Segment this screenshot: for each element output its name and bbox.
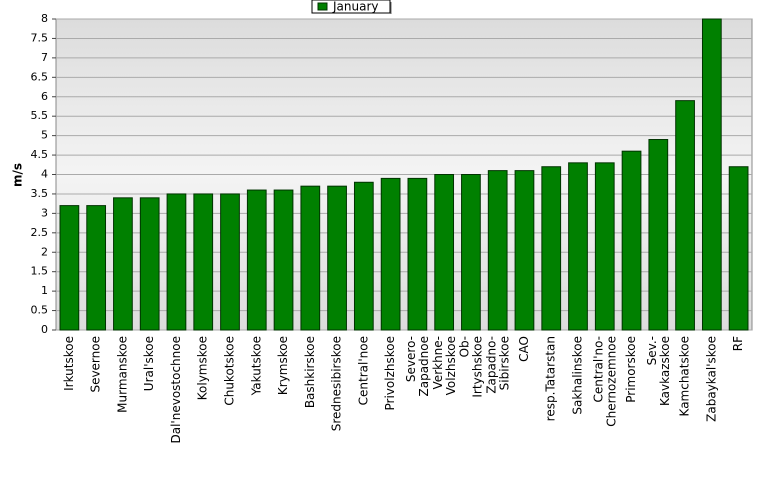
x-tick-label: Dal'nevostochnoe <box>169 336 183 444</box>
bar <box>166 193 187 331</box>
x-tick-label: Murmanskoe <box>115 336 129 413</box>
x-tick-label: Ob-Irtyshskoe <box>458 336 485 398</box>
x-tick-label: Zapadno-Sibirskoe <box>484 336 511 394</box>
bar <box>193 193 214 331</box>
y-tick-label: 4.5 <box>31 148 49 161</box>
x-tick-label: Severnoe <box>89 336 103 393</box>
y-tick-label: 0 <box>41 323 48 336</box>
bar <box>59 205 80 331</box>
bar <box>246 189 267 331</box>
x-tick-label: CAO <box>517 336 531 362</box>
bar <box>487 170 508 331</box>
y-tick-label: 0.5 <box>31 304 49 317</box>
bar <box>514 170 535 331</box>
bar <box>541 166 562 331</box>
y-tick-label: 8 <box>41 12 48 25</box>
x-tick-label: Chukotskoe <box>223 336 237 406</box>
bar <box>407 177 428 331</box>
x-tick-label: RF <box>731 336 745 351</box>
x-tick-label: Krymskoe <box>276 336 290 395</box>
bar <box>701 18 722 331</box>
x-tick-label: Sev.-Kavkazskoe <box>645 336 672 406</box>
bar <box>728 166 749 331</box>
x-tick-label: Central'noe <box>356 336 370 405</box>
x-tick-label: Sakhalinskoe <box>571 336 585 415</box>
y-tick-label: 7.5 <box>31 31 49 44</box>
bar <box>273 189 294 331</box>
x-tick-label: Kolymskoe <box>196 336 210 400</box>
legend-swatch <box>317 2 328 11</box>
y-tick-label: 1 <box>41 284 48 297</box>
bar <box>568 162 588 331</box>
legend-label: January <box>332 0 379 14</box>
bar <box>461 174 481 331</box>
legend-box <box>311 0 391 14</box>
bar <box>380 177 401 331</box>
x-tick-label: resp.Tatarstan <box>544 336 558 421</box>
bar <box>113 197 133 331</box>
x-tick-label: Irkutskoe <box>62 336 76 391</box>
bar <box>139 197 160 331</box>
y-tick-label: 3 <box>41 206 48 219</box>
bar <box>353 181 374 331</box>
y-tick-label: 2.5 <box>31 226 49 239</box>
bar <box>621 150 642 331</box>
y-tick-label: 4 <box>41 168 48 181</box>
y-tick-label: 2 <box>41 245 48 258</box>
x-tick-label: Bashkirskoe <box>303 336 317 408</box>
x-tick-label: Ural'skoe <box>142 336 156 391</box>
x-tick-label: Srednesibirskoe <box>330 336 344 431</box>
x-tick-label: Kamchatskoe <box>678 336 692 416</box>
y-tick-label: 1.5 <box>31 265 49 278</box>
y-tick-label: 6.5 <box>31 70 49 83</box>
y-tick-label: 5 <box>41 129 48 142</box>
y-tick-label: 6 <box>41 90 48 103</box>
x-tick-label: Privolzhskoe <box>383 336 397 410</box>
bar <box>327 185 347 331</box>
y-tick-label: 3.5 <box>31 187 49 200</box>
y-axis-label: m/s <box>11 163 25 187</box>
bar <box>594 162 615 331</box>
x-tick-label: Yakutskoe <box>249 336 263 396</box>
y-tick-label: 7 <box>41 51 48 64</box>
x-tick-label: Primorskoe <box>624 336 638 403</box>
x-tick-label: Verkhne-Volzhskoe <box>431 336 458 395</box>
bar <box>300 185 321 331</box>
x-tick-label: Zabaykal'skoe <box>704 336 718 422</box>
bar <box>675 100 695 331</box>
x-tick-label: Central'no-Chernozemnoe <box>591 336 618 427</box>
bar <box>220 193 240 331</box>
bar <box>86 205 107 331</box>
legend: January <box>311 0 392 14</box>
bar <box>434 174 455 331</box>
y-tick-label: 5.5 <box>31 109 49 122</box>
x-tick-label: Severo-Zapadnoe <box>404 336 431 397</box>
bar <box>648 139 669 331</box>
